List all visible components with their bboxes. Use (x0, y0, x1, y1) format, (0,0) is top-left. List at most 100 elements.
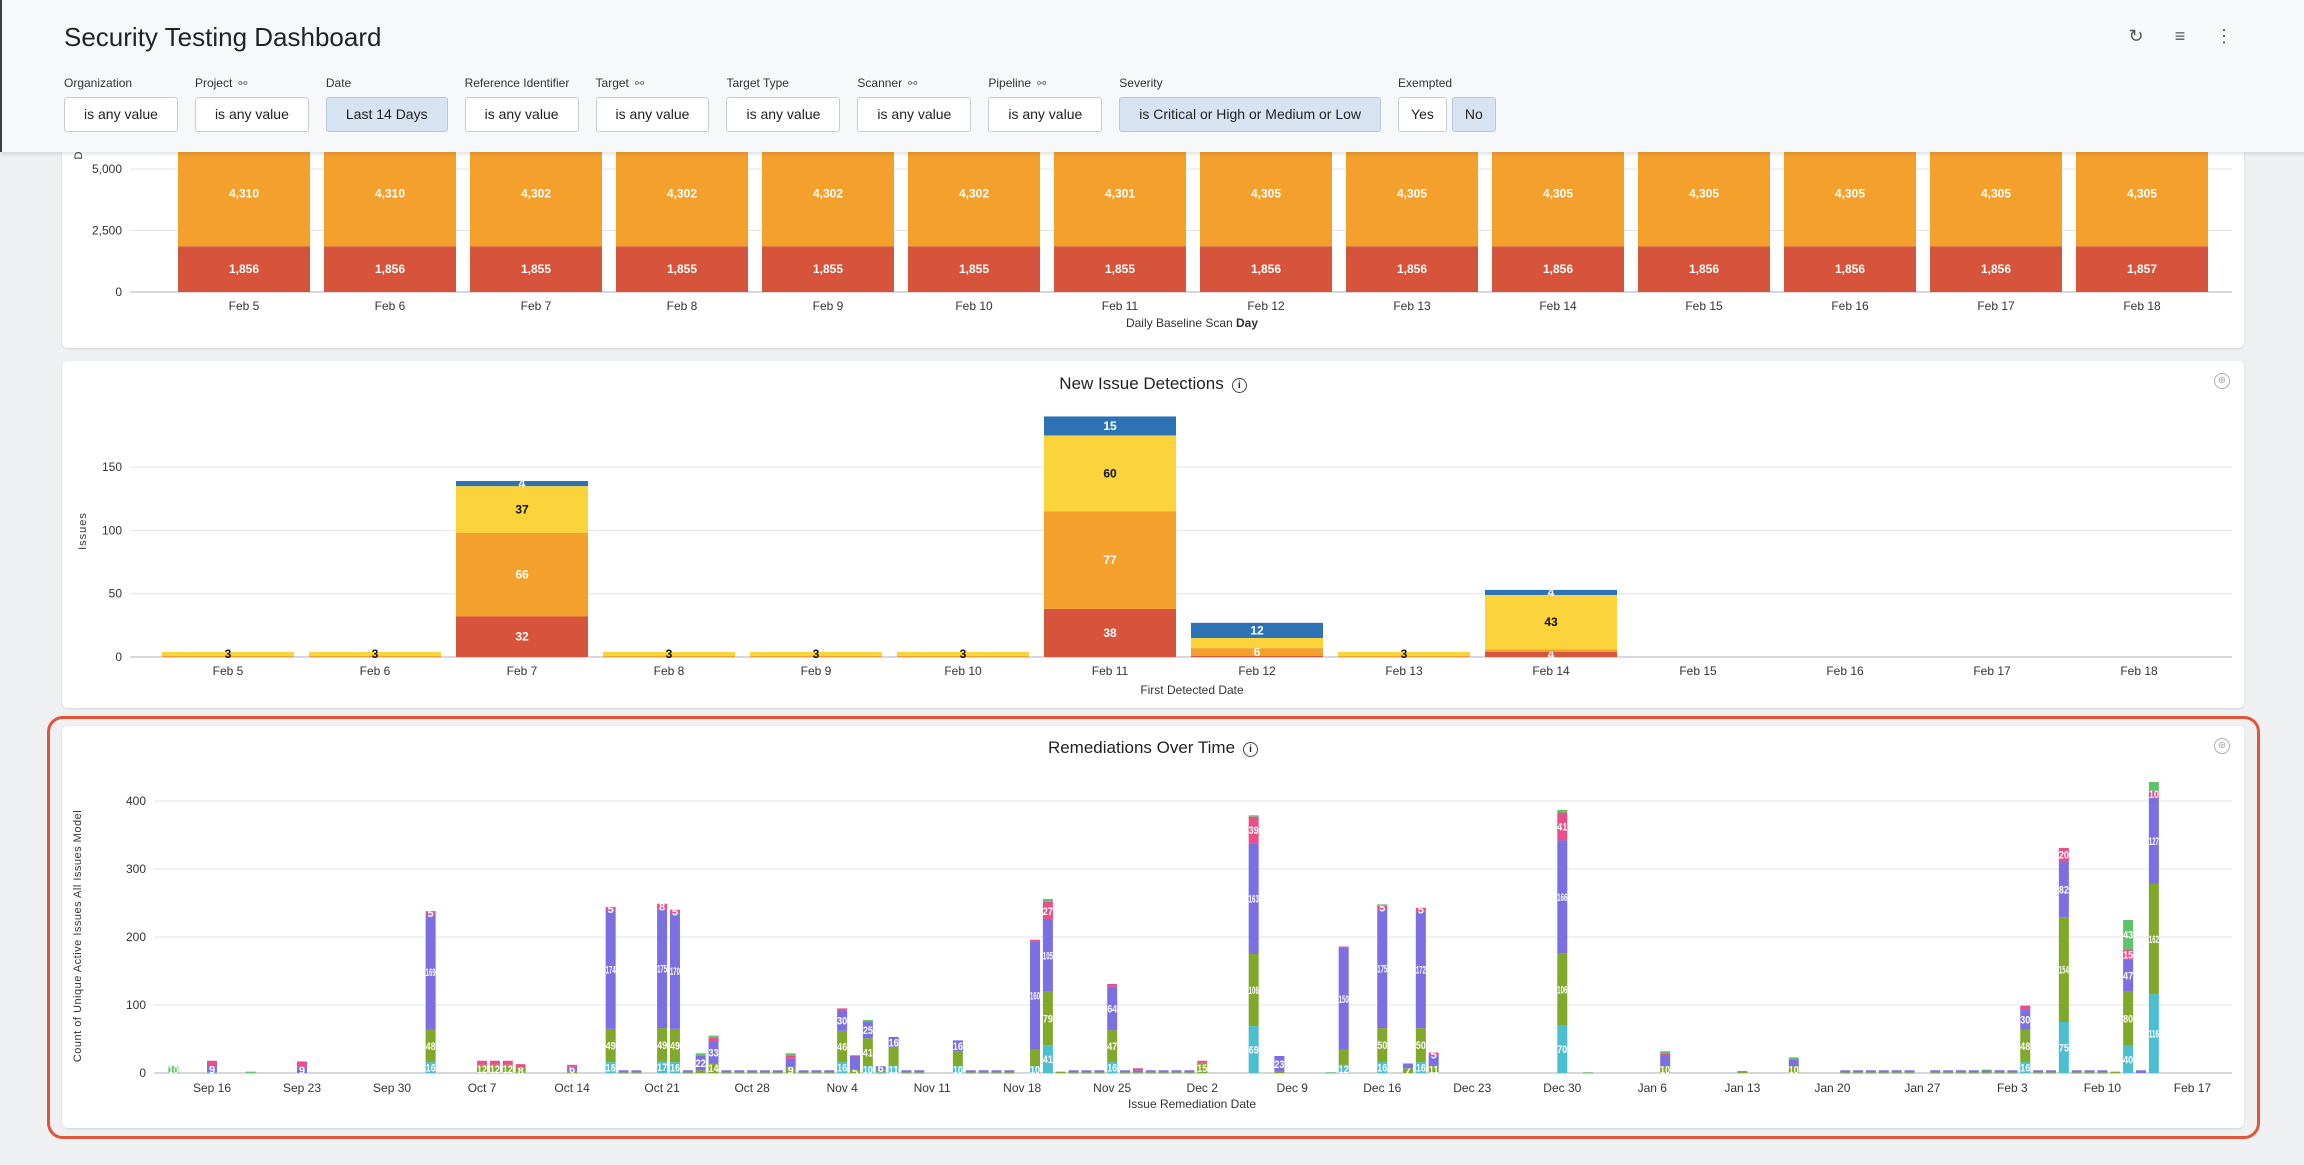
y-tick-label: 5,000 (92, 162, 122, 176)
bar-segment (901, 1072, 912, 1074)
bar-segment (914, 1072, 925, 1074)
filter-button[interactable]: is any value (64, 97, 178, 132)
bar-segment (862, 1021, 873, 1039)
globe-icon[interactable]: ⊕ (2214, 373, 2230, 389)
bar-segment (2123, 991, 2134, 1046)
data-label: 150 (1339, 994, 1349, 1006)
data-label: 11 (889, 1064, 899, 1076)
bar-segment (618, 1072, 629, 1074)
bar-segment (1248, 815, 1259, 817)
info-icon[interactable]: i (1243, 742, 1259, 757)
filter-button[interactable]: is any value (194, 97, 309, 132)
filter-label: Reference Identifier (464, 76, 570, 90)
bar-segment (798, 1072, 809, 1074)
globe-icon[interactable]: ⊕ (2214, 738, 2230, 754)
filter-button[interactable]: is Critical or High or Medium or Low (1119, 97, 1382, 132)
bar-segment (1840, 1072, 1851, 1074)
bar-segment (1788, 1057, 1799, 1060)
data-label: 37 (515, 503, 529, 517)
bar-segment (477, 1060, 488, 1065)
filter-button[interactable]: is any value (464, 97, 579, 132)
bar-segment (2020, 1062, 2031, 1073)
bar-segment (1107, 1030, 1118, 1063)
bar-segment (2045, 1070, 2056, 1073)
data-label: 16 (2020, 1063, 2030, 1075)
data-label: 12 (477, 1064, 487, 1076)
bar-segment (605, 1062, 616, 1073)
bar-segment (837, 1062, 848, 1073)
filter-label: Date (325, 76, 352, 90)
x-tick-label: Oct 7 (468, 1081, 497, 1095)
bar-segment (1994, 1072, 2005, 1074)
data-label: 12 (1250, 623, 1264, 637)
x-tick-label: Feb 7 (507, 664, 538, 678)
bar-segment (309, 651, 441, 656)
bar-segment (1784, 246, 1916, 292)
data-label: 1,855 (521, 262, 551, 276)
refresh-icon[interactable]: ↻ (2128, 26, 2144, 46)
x-tick-label: Feb 12 (1247, 299, 1285, 313)
data-label: 4,305 (2127, 186, 2157, 200)
bar-segment (708, 1037, 719, 1042)
filter-button[interactable]: is any value (857, 97, 972, 132)
filter-date: Date Last 14 Days (325, 76, 448, 132)
bar-segment (2123, 1045, 2134, 1073)
data-label: 1,856 (1397, 262, 1427, 276)
data-label: 66 (515, 568, 529, 582)
bar-segment (708, 1063, 719, 1073)
filter-severity: Severity is Critical or High or Medium or… (1119, 76, 1382, 132)
filter-icon[interactable]: ≡ (2174, 26, 2186, 46)
data-label: 79 (1043, 1013, 1053, 1025)
bar-segment (207, 1072, 217, 1074)
bar-segment (747, 1070, 758, 1073)
bar-segment (1042, 1045, 1053, 1073)
bar-segment (1865, 1070, 1876, 1073)
filter-pipeline: Pipeline ⚯ is any value (988, 76, 1103, 132)
bar-segment (2148, 797, 2159, 884)
bar-segment (605, 910, 616, 1029)
filter-button[interactable]: is any value (595, 97, 710, 132)
link-icon: ⚯ (1037, 78, 1047, 90)
bar-segment (1943, 1072, 1954, 1074)
info-icon[interactable]: i (1231, 378, 1247, 393)
bar-segment (162, 655, 294, 657)
bar-segment (1184, 1070, 1195, 1073)
bar-segment (798, 1070, 809, 1073)
data-label: 16 (426, 1063, 436, 1075)
filter-button[interactable]: Last 14 Days (325, 97, 448, 132)
x-tick-label: Dec 2 (1187, 1081, 1219, 1095)
bar-segment (2097, 1072, 2108, 1074)
bar-segment (1891, 1070, 1902, 1073)
bar-segment (1981, 1069, 1992, 1071)
data-label: 69 (1249, 1045, 1259, 1057)
bar-segment (1788, 1066, 1799, 1073)
data-label: 4,302 (959, 186, 989, 200)
filter-button[interactable]: Yes (1398, 97, 1447, 132)
data-label: 1,857 (2127, 262, 2157, 276)
bar-segment (1968, 1070, 1979, 1073)
filter-label: Severity (1119, 76, 1163, 90)
filter-button[interactable]: is any value (726, 97, 841, 132)
bar-segment (1930, 140, 2062, 247)
filter-button[interactable]: is any value (988, 97, 1103, 132)
remediations-over-time-card: Remediations Over Time i ⊕ 0 100 200 300 400 S… (62, 726, 2244, 1128)
bar-segment (762, 140, 894, 247)
x-tick-label: Feb 16 (1831, 299, 1869, 313)
bar-segment (734, 1070, 745, 1073)
bar-segment (952, 1051, 963, 1067)
bar-segment (2058, 1022, 2069, 1073)
bar-segment (837, 1030, 848, 1063)
data-label: 1,855 (667, 262, 697, 276)
bar-segment (2123, 949, 2134, 960)
more-vertical-icon[interactable]: ⋮ (2215, 26, 2233, 46)
bar-segment (837, 1008, 848, 1011)
data-label: 16 (606, 1063, 616, 1075)
bar-segment (1346, 140, 1478, 247)
filter-button[interactable]: No (1451, 97, 1496, 132)
bar-segment (952, 1066, 963, 1073)
bar-segment (1044, 511, 1176, 609)
bar-segment (1004, 1070, 1015, 1073)
bar-segment (2123, 920, 2134, 950)
bar-segment (824, 1070, 835, 1073)
bar-segment (2058, 917, 2069, 1022)
